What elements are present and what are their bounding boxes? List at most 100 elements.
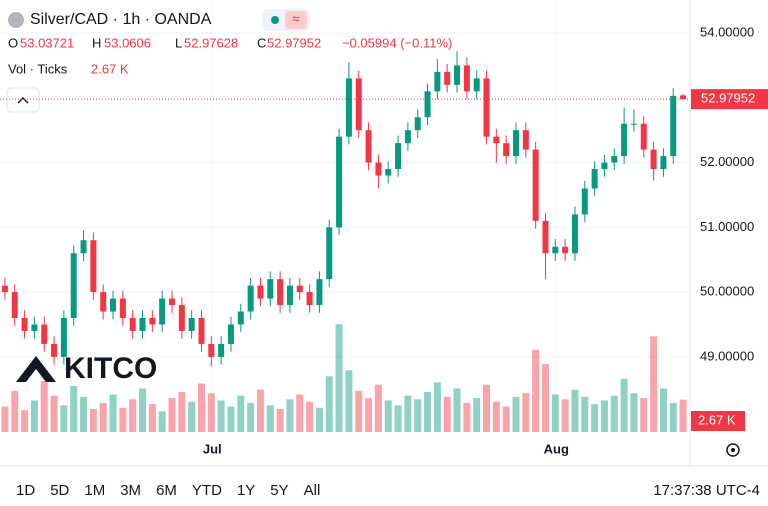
volume-bar <box>227 406 235 432</box>
candle-body <box>385 169 392 176</box>
candle-body <box>513 130 519 157</box>
volume-bar <box>197 383 205 432</box>
y-tick-label: 51.00000 <box>700 219 754 234</box>
candle-body <box>169 298 175 306</box>
volume-bar <box>276 408 284 432</box>
candle-body <box>227 324 234 344</box>
range-button[interactable]: 3M <box>120 482 141 499</box>
range-button[interactable]: 5Y <box>270 482 288 499</box>
candle-body <box>454 65 461 85</box>
candle-body <box>100 292 107 312</box>
volume-bar <box>109 394 117 432</box>
volume-bar <box>286 399 294 432</box>
candle-body <box>208 343 215 357</box>
volume-bar <box>551 394 559 432</box>
volume-bar <box>433 382 441 432</box>
volume-bar <box>650 336 658 432</box>
candle-body <box>650 149 657 170</box>
candle-body <box>444 71 451 85</box>
ohlc-c-value: 52.97952 <box>267 35 321 50</box>
candle-body <box>542 220 549 254</box>
change: −0.05994 (−0.11%) <box>342 35 452 50</box>
range-button[interactable]: 5D <box>50 482 69 499</box>
volume-title: Vol · Ticks <box>8 61 68 76</box>
volume-bar <box>247 402 255 432</box>
settings-icon[interactable] <box>726 443 740 457</box>
volume-bar <box>374 384 382 432</box>
last-price-label: 52.97952 <box>701 91 755 106</box>
volume-bar <box>463 402 471 432</box>
range-button[interactable]: YTD <box>192 482 222 499</box>
volume-bar <box>168 398 176 432</box>
range-button[interactable]: 1D <box>16 482 35 499</box>
candle-body <box>129 318 136 331</box>
candle-body <box>473 78 480 92</box>
candle-body <box>404 130 411 144</box>
collapse-button[interactable] <box>6 87 40 113</box>
candle-body <box>640 123 647 150</box>
range-button[interactable]: 1Y <box>237 482 255 499</box>
volume-bar <box>237 395 245 432</box>
range-button[interactable]: All <box>304 482 321 499</box>
candle-body <box>414 117 421 131</box>
data-status[interactable] <box>285 11 307 29</box>
candle-body <box>611 156 618 163</box>
candle-body <box>159 298 166 325</box>
y-tick-label: 49.00000 <box>700 348 754 363</box>
volume-layer <box>1 324 687 432</box>
logo-mark <box>16 356 56 382</box>
toolbar: 1D 5D 1M 3M 6M YTD 1Y 5Y All <box>16 482 320 499</box>
volume-bar <box>610 395 618 432</box>
logo-text: KITCO <box>64 352 157 385</box>
volume-bar <box>207 393 215 432</box>
volume-bar <box>424 392 432 432</box>
candle-body <box>463 65 470 92</box>
candle-body <box>670 95 677 157</box>
volume-bar <box>522 393 530 432</box>
candle-body <box>31 324 38 331</box>
candle-body <box>621 123 628 157</box>
candle-body <box>375 162 382 176</box>
volume-bar <box>600 400 608 432</box>
data-status-icon: ≈ <box>292 11 300 27</box>
candle-body <box>277 279 284 306</box>
collapse-icon <box>17 96 29 104</box>
volume-bar <box>139 388 147 432</box>
candle-body <box>630 123 637 125</box>
volume-bar <box>630 393 638 432</box>
volume-bar <box>21 410 29 432</box>
volume-bar <box>532 349 540 432</box>
range-button[interactable]: 1M <box>84 482 105 499</box>
settings-icon-dot <box>731 448 735 452</box>
candle-body <box>237 311 244 325</box>
volume-bar <box>1 406 9 432</box>
volume-bar <box>394 405 402 432</box>
candle-body <box>503 143 510 157</box>
volume-bar <box>30 400 38 432</box>
volume-box <box>691 411 745 431</box>
volume-bar <box>620 378 628 432</box>
volume-bar <box>345 370 353 432</box>
candle-body <box>286 285 293 306</box>
candle-body <box>591 169 598 189</box>
candle-body <box>601 162 608 170</box>
volume-bar <box>365 398 373 432</box>
candle-body <box>395 143 402 170</box>
volume-bar <box>335 324 343 432</box>
volume-bar <box>512 396 520 432</box>
ohlc-l-value: 52.97628 <box>184 35 238 50</box>
volume-bar <box>99 402 107 432</box>
volume-bar <box>178 392 186 432</box>
candle-body <box>51 343 58 357</box>
volume-bar <box>11 390 19 432</box>
candle-body <box>336 136 343 228</box>
ohlc-c: C <box>257 35 266 50</box>
candle-body <box>247 285 254 312</box>
range-button[interactable]: 6M <box>156 482 177 499</box>
candle-body <box>326 227 333 280</box>
candle-body <box>562 246 569 254</box>
volume-bar <box>315 407 323 432</box>
ohlc-o-value: 53.03721 <box>20 35 74 50</box>
volume-bar <box>80 396 88 432</box>
volume-bar <box>89 408 97 432</box>
